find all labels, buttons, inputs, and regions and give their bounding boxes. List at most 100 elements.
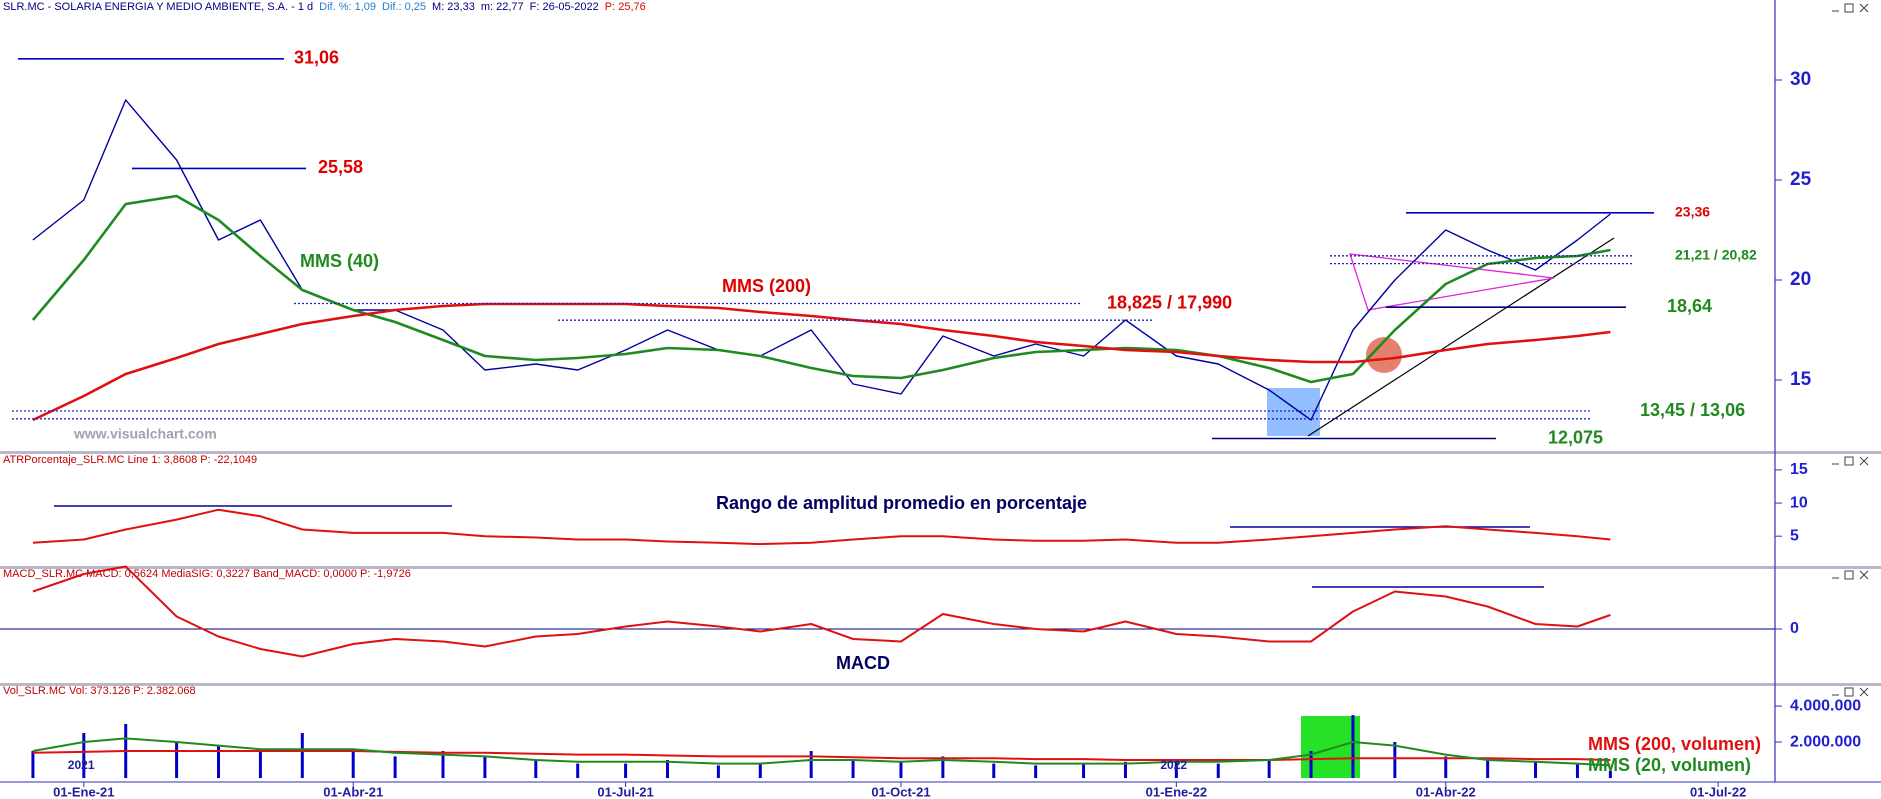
volume-bar bbox=[758, 763, 762, 778]
header-part: Dif.: 0,25 bbox=[382, 1, 426, 13]
panel-separator bbox=[0, 451, 1881, 454]
level-label: 12,075 bbox=[1548, 427, 1603, 447]
volume-bar bbox=[175, 742, 179, 778]
year-label: 2021 bbox=[68, 758, 95, 772]
volume-bar bbox=[1393, 742, 1397, 778]
header-part: m: 22,77 bbox=[481, 1, 524, 13]
y-tick-label: 15 bbox=[1790, 461, 1808, 478]
volume-bar bbox=[716, 765, 720, 778]
annotation: MACD bbox=[836, 653, 890, 673]
y-tick-label: 30 bbox=[1790, 69, 1811, 90]
volume-bar bbox=[809, 751, 813, 778]
triangle-pattern bbox=[1349, 253, 1555, 311]
trend-line bbox=[1307, 237, 1615, 437]
level-label: 31,06 bbox=[294, 48, 339, 68]
volume-bar bbox=[851, 760, 855, 778]
level-label: 18,64 bbox=[1667, 296, 1712, 316]
volume-bar bbox=[1267, 760, 1271, 778]
series-line bbox=[32, 508, 1611, 546]
volume-bar bbox=[1444, 756, 1448, 778]
x-tick-label: 01-Jul-21 bbox=[597, 784, 653, 799]
annotation: Rango de amplitud promedio en porcentaje bbox=[716, 493, 1087, 513]
volume-bar bbox=[31, 751, 35, 778]
y-tick-label: 15 bbox=[1790, 369, 1812, 390]
header-part: F: 26-05-2022 bbox=[530, 1, 599, 13]
volume-bar bbox=[1351, 715, 1355, 778]
series-line bbox=[32, 302, 1611, 422]
volume-bar bbox=[217, 745, 221, 778]
annotation: MMS (40) bbox=[300, 251, 379, 271]
annotation: MMS (200) bbox=[722, 276, 811, 296]
year-label: 2022 bbox=[1160, 758, 1187, 772]
y-tick-label: 25 bbox=[1790, 169, 1812, 190]
series-line bbox=[32, 565, 1611, 658]
volume-bar bbox=[1123, 761, 1127, 778]
level-label: 21,21 / 20,82 bbox=[1675, 247, 1757, 263]
header-part: M: 23,33 bbox=[432, 1, 475, 13]
legend-label: MMS (200, volumen) bbox=[1588, 734, 1761, 754]
panel-header: ATRPorcentaje_SLR.MC Line 1: 3,8608 P: -… bbox=[3, 454, 257, 466]
x-tick-label: 01-Jul-22 bbox=[1690, 784, 1746, 799]
volume-bar bbox=[351, 751, 355, 778]
volume-bar bbox=[624, 763, 628, 778]
volume-bar bbox=[899, 761, 903, 778]
series-line bbox=[32, 99, 1611, 421]
y-tick-label: 10 bbox=[1790, 494, 1808, 511]
level-label: 18,825 / 17,990 bbox=[1107, 292, 1232, 312]
header-part: Dif. %: 1,09 bbox=[319, 1, 376, 13]
volume-bar bbox=[1608, 770, 1612, 778]
x-tick-label: 01-Abr-22 bbox=[1416, 784, 1476, 799]
volume-bar bbox=[941, 756, 945, 778]
y-tick-label: 20 bbox=[1790, 269, 1811, 290]
header-part: MACD_SLR.MC MACD: 0,5624 MediaSIG: 0,322… bbox=[3, 568, 411, 580]
series-line bbox=[32, 737, 1611, 767]
volume-bar bbox=[1534, 761, 1538, 778]
volume-bar bbox=[1486, 760, 1490, 778]
y-tick-label: 5 bbox=[1790, 527, 1799, 544]
x-tick-label: 01-Oct-21 bbox=[871, 784, 930, 799]
annotation: www.visualchart.com bbox=[73, 426, 217, 442]
volume-bar bbox=[1034, 765, 1038, 778]
volume-bar bbox=[1082, 763, 1086, 778]
panel-header: Vol_SLR.MC Vol: 373.126 P: 2.382.068 bbox=[3, 685, 196, 697]
volume-bar bbox=[1575, 763, 1579, 778]
level-label: 23,36 bbox=[1675, 204, 1710, 220]
x-tick-label: 01-Ene-21 bbox=[53, 784, 114, 799]
volume-bar bbox=[441, 751, 445, 778]
cross-marker bbox=[1366, 337, 1402, 373]
x-tick-label: 01-Ene-22 bbox=[1146, 784, 1207, 799]
volume-bar bbox=[483, 756, 487, 778]
volume-bar bbox=[258, 751, 262, 778]
volume-bar bbox=[82, 733, 86, 778]
y-tick-label: 2.000.000 bbox=[1790, 733, 1861, 750]
panel-header: MACD_SLR.MC MACD: 0,5624 MediaSIG: 0,322… bbox=[3, 568, 411, 580]
x-tick-label: 01-Abr-21 bbox=[323, 784, 383, 799]
window-controls[interactable] bbox=[1832, 3, 1869, 697]
series-line bbox=[31, 194, 1611, 384]
header-part: Vol_SLR.MC Vol: 373.126 P: 2.382.068 bbox=[3, 685, 196, 697]
volume-bar bbox=[665, 760, 669, 778]
volume-bar bbox=[1309, 751, 1313, 778]
header-part: ATRPorcentaje_SLR.MC Line 1: 3,8608 P: -… bbox=[3, 454, 257, 466]
volume-bar bbox=[534, 760, 538, 778]
highlight-zone bbox=[1267, 388, 1320, 436]
y-tick-label: 0 bbox=[1790, 620, 1799, 637]
y-tick-label: 4.000.000 bbox=[1790, 697, 1861, 714]
header-part: SLR.MC - SOLARIA ENERGIA Y MEDIO AMBIENT… bbox=[3, 1, 313, 13]
legend-label: MMS (20, volumen) bbox=[1588, 755, 1751, 775]
header-part: P: 25,76 bbox=[605, 1, 646, 13]
volume-bar bbox=[576, 763, 580, 778]
volume-bar bbox=[1174, 760, 1178, 778]
level-label: 13,45 / 13,06 bbox=[1640, 400, 1745, 420]
panel-separator bbox=[0, 683, 1881, 686]
level-label: 25,58 bbox=[318, 157, 363, 177]
volume-bar bbox=[393, 756, 397, 778]
panel-separator bbox=[0, 566, 1881, 569]
volume-bar bbox=[992, 763, 996, 778]
panel-header: SLR.MC - SOLARIA ENERGIA Y MEDIO AMBIENT… bbox=[3, 1, 646, 13]
volume-bar bbox=[1216, 763, 1220, 778]
volume-bar bbox=[300, 733, 304, 778]
